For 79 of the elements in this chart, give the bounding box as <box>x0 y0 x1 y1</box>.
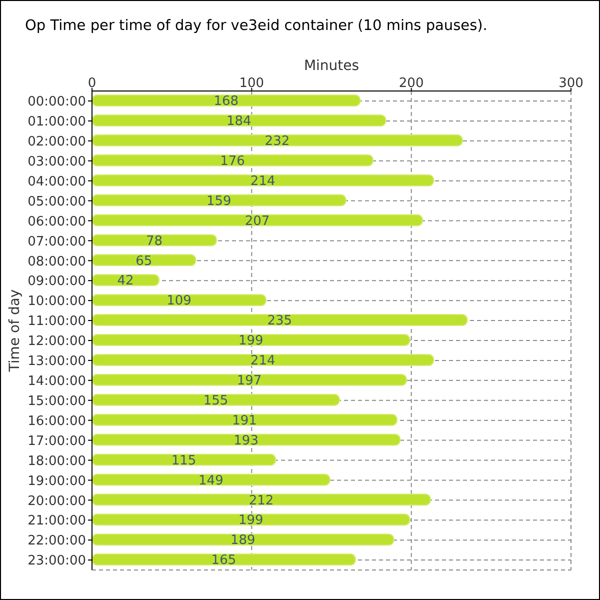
y-tick-label: 19:00:00 <box>28 474 86 489</box>
y-tick-label: 01:00:00 <box>28 114 86 130</box>
data-label: 199 <box>238 513 264 528</box>
data-label: 159 <box>206 194 232 209</box>
bar <box>92 334 410 346</box>
y-tick-label: 03:00:00 <box>28 154 86 170</box>
y-tick-label: 07:00:00 <box>28 234 86 250</box>
data-label: 115 <box>171 453 196 468</box>
y-tick-label: 02:00:00 <box>28 134 86 150</box>
bar <box>92 474 330 486</box>
x-tick-label: 0 <box>88 76 96 91</box>
bar <box>92 214 424 226</box>
y-tick-label: 16:00:00 <box>28 414 86 429</box>
data-label: 42 <box>117 274 134 289</box>
bar <box>92 114 386 126</box>
y-tick-label: 17:00:00 <box>28 434 86 449</box>
y-tick-label: 23:00:00 <box>28 554 86 569</box>
bar <box>92 294 267 306</box>
data-label: 207 <box>244 214 270 229</box>
x-tick-label: 100 <box>239 76 264 91</box>
data-label: 168 <box>214 94 239 110</box>
y-tick-label: 11:00:00 <box>28 314 86 330</box>
bar <box>92 554 356 566</box>
y-tick-label: 18:00:00 <box>28 454 86 469</box>
x-axis-title: Minutes <box>304 58 360 74</box>
data-label: 165 <box>211 553 236 568</box>
bar <box>92 314 468 326</box>
y-tick-label: 10:00:00 <box>28 294 86 310</box>
bar <box>92 374 408 386</box>
y-axis-title: Time of day <box>7 289 23 373</box>
data-label: 109 <box>166 294 192 309</box>
data-label: 235 <box>267 314 292 329</box>
y-tick-label: 12:00:00 <box>28 334 86 350</box>
data-label: 149 <box>198 473 224 488</box>
data-label: 214 <box>250 174 276 189</box>
bar <box>92 494 431 506</box>
y-tick-label: 20:00:00 <box>28 494 86 509</box>
data-label: 193 <box>234 433 258 448</box>
bar <box>92 274 160 286</box>
bar <box>92 194 346 206</box>
data-label: 78 <box>146 234 163 249</box>
data-label: 155 <box>203 393 228 408</box>
bar <box>92 254 196 266</box>
y-tick-label: 00:00:00 <box>28 94 86 110</box>
y-tick-label: 05:00:00 <box>28 194 86 210</box>
bar <box>92 434 401 446</box>
y-tick-label: 21:00:00 <box>28 514 86 529</box>
bar <box>92 414 398 426</box>
data-label: 197 <box>236 374 262 389</box>
y-tick-label: 15:00:00 <box>28 394 86 409</box>
bar <box>92 354 434 366</box>
y-tick-label: 04:00:00 <box>28 174 86 190</box>
data-label: 232 <box>264 134 290 150</box>
y-tick-label: 06:00:00 <box>28 214 86 230</box>
data-label: 176 <box>220 154 245 169</box>
data-label: 199 <box>238 334 264 349</box>
y-tick-label: 22:00:00 <box>28 534 86 549</box>
bar <box>92 394 340 406</box>
bar <box>92 534 394 546</box>
data-label: 191 <box>232 413 257 428</box>
bar <box>92 94 361 106</box>
bar <box>92 234 218 246</box>
bar <box>92 154 374 166</box>
x-tick-label: 200 <box>398 76 424 91</box>
x-tick-label: 300 <box>558 76 584 91</box>
data-label: 184 <box>226 114 252 130</box>
y-tick-label: 13:00:00 <box>28 354 86 370</box>
data-label: 65 <box>136 254 152 269</box>
y-tick-label: 14:00:00 <box>28 374 86 390</box>
bar <box>92 134 463 146</box>
bar <box>92 454 276 466</box>
bar <box>92 514 410 526</box>
data-label: 214 <box>250 354 276 369</box>
bar <box>92 174 434 186</box>
data-label: 189 <box>230 533 256 548</box>
chart-title: Op Time per time of day for ve3eid container (10 mins pauses). <box>25 18 488 34</box>
y-tick-label: 08:00:00 <box>28 254 86 270</box>
y-tick-label: 09:00:00 <box>28 274 86 290</box>
data-label: 212 <box>248 493 274 508</box>
